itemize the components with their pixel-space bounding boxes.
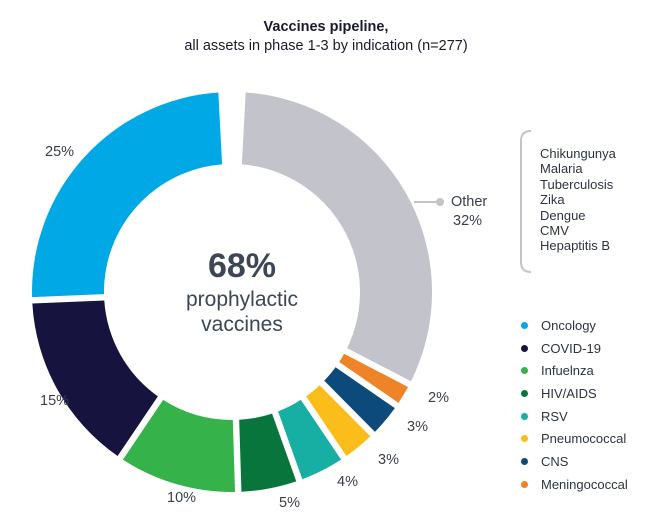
legend-item: CNS: [521, 450, 628, 473]
legend-swatch: [521, 344, 528, 352]
legend-label: Pneumococcal: [541, 431, 627, 447]
other-list-item: CMV: [540, 223, 569, 239]
other-list-item: Malaria: [540, 161, 583, 177]
slice-rsv: [278, 399, 342, 480]
legend-item: Pneumococcal: [521, 427, 628, 450]
legend-label: CNS: [541, 453, 569, 469]
legend-label: Oncology: [541, 317, 596, 333]
legend-swatch: [521, 321, 528, 329]
slice-label-covid-19: 15%: [40, 393, 69, 409]
other-bracket: [520, 130, 532, 273]
legend-item: RSV: [521, 405, 628, 428]
legend-swatch: [521, 367, 528, 375]
slice-covid-19: [32, 300, 158, 457]
legend-item: Meningococcal: [521, 473, 628, 496]
other-list-item: Chikungunya: [540, 146, 616, 161]
legend-item: Oncology: [521, 314, 628, 337]
other-list-item: Hepaptitis B: [540, 238, 611, 254]
legend-label: RSV: [541, 408, 568, 424]
legend-item: Infuelnza: [521, 359, 628, 382]
other-connector-dot: [436, 198, 444, 206]
legend: Oncology COVID-19 Infuelnza HIV/AIDS RSV Pneu…: [521, 314, 628, 496]
slice-pneumococcal: [306, 385, 371, 457]
slice-labels: 2%3%3%4%5%10%15%25%: [40, 144, 449, 511]
legend-item: COVID-19: [521, 337, 628, 360]
slice-meningococcal: [339, 353, 409, 403]
donut-slices: [31, 92, 432, 492]
center-label-line1: prophylactic: [186, 288, 298, 311]
other-label: Other: [451, 194, 487, 210]
chart-title: Vaccines pipeline, all assets in phase 1…: [0, 18, 652, 56]
slice-hiv-aids: [239, 413, 297, 492]
slice-oncology: [31, 92, 223, 298]
other-list-item: Tuberculosis: [540, 176, 614, 192]
other-list-item: Zika: [540, 192, 565, 208]
center-value: 68%: [208, 247, 276, 285]
legend-swatch: [521, 457, 528, 465]
legend-item: HIV/AIDS: [521, 382, 628, 405]
slice-label-oncology: 25%: [45, 144, 74, 160]
slice-label-meningococcal: 2%: [428, 390, 449, 406]
legend-swatch: [521, 389, 528, 397]
legend-label: HIV/AIDS: [541, 385, 597, 401]
slice-label-rsv: 4%: [337, 474, 358, 490]
slice-infuelnza: [122, 399, 236, 492]
legend-swatch: [521, 480, 528, 488]
legend-label: Infuelnza: [541, 363, 594, 379]
legend-label: Meningococcal: [541, 476, 628, 492]
slice-label-hiv-aids: 5%: [279, 495, 300, 511]
slice-label-cns: 3%: [407, 419, 428, 435]
other-percent: 32%: [453, 213, 482, 229]
slice-label-pneumococcal: 3%: [378, 452, 399, 468]
legend-label: COVID-19: [541, 340, 601, 356]
slice-other: [241, 92, 432, 382]
legend-swatch: [521, 435, 528, 443]
slice-cns: [324, 367, 395, 432]
other-list-item: Dengue: [540, 207, 586, 223]
chart-title-line2: all assets in phase 1-3 by indication (n…: [184, 38, 468, 54]
center-label-line2: vaccines: [201, 313, 283, 336]
chart-title-line1: Vaccines pipeline,: [263, 19, 389, 35]
slice-label-infuelnza: 10%: [167, 490, 196, 506]
legend-swatch: [521, 412, 528, 420]
other-indications-list: Chikungunya Malaria Tuberculosis Zika Dengue…: [540, 146, 616, 254]
